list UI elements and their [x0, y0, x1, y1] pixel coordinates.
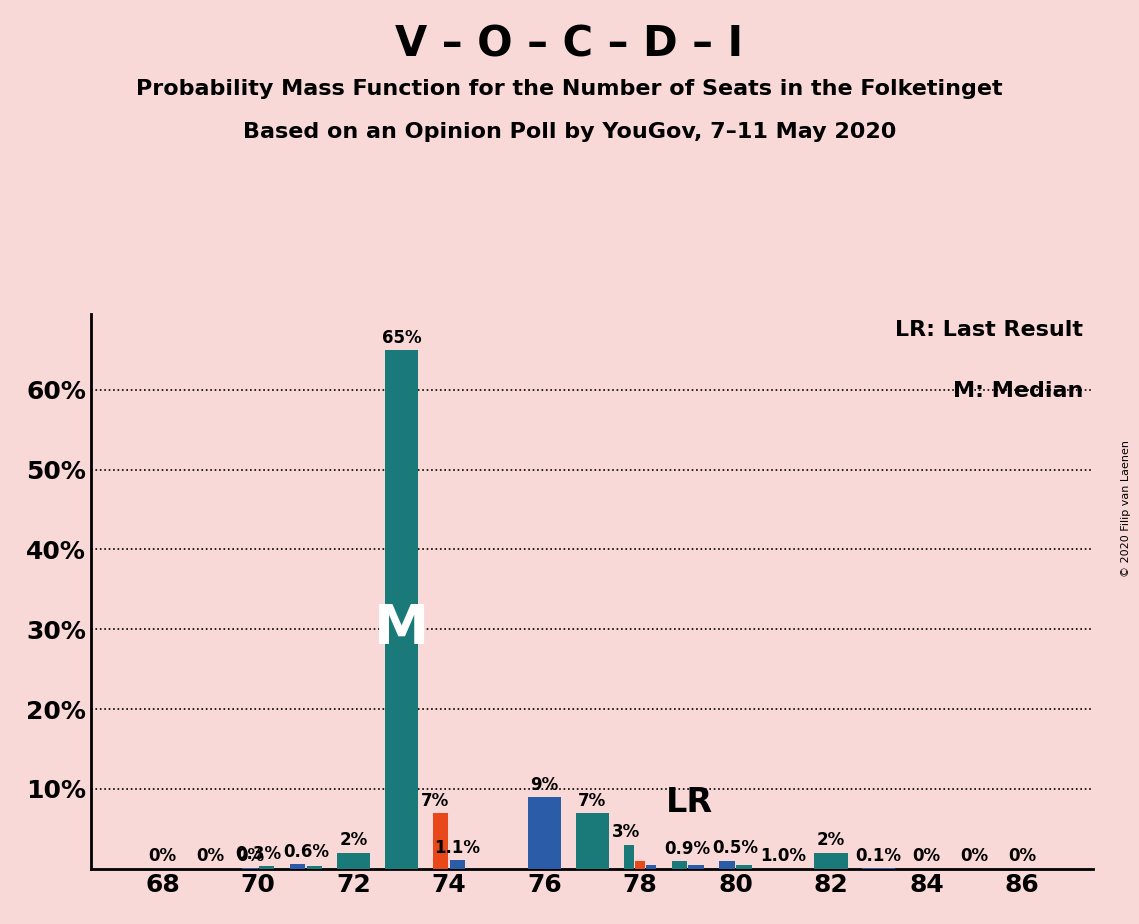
Bar — [720, 860, 735, 869]
Text: V – O – C – D – I: V – O – C – D – I — [395, 23, 744, 65]
Text: 7%: 7% — [579, 792, 606, 809]
Bar — [688, 865, 704, 869]
Text: 0.5%: 0.5% — [713, 839, 759, 857]
Bar — [306, 866, 322, 869]
Text: Based on an Opinion Poll by YouGov, 7–11 May 2020: Based on an Opinion Poll by YouGov, 7–11… — [243, 122, 896, 142]
Text: 0%: 0% — [236, 846, 264, 865]
Bar — [450, 860, 465, 869]
Text: 65%: 65% — [382, 329, 421, 346]
Text: 0%: 0% — [196, 847, 224, 866]
Bar — [646, 865, 656, 869]
Text: 0.3%: 0.3% — [235, 845, 281, 863]
Text: 7%: 7% — [420, 792, 449, 809]
Text: M: M — [374, 602, 429, 656]
Bar — [736, 865, 752, 869]
Bar — [259, 866, 274, 869]
Text: LR: LR — [666, 785, 713, 819]
Text: M: Median: M: Median — [953, 381, 1083, 401]
Text: 0.1%: 0.1% — [855, 846, 902, 865]
Text: 9%: 9% — [531, 775, 558, 794]
Bar — [337, 853, 370, 869]
Bar — [433, 813, 449, 869]
Bar — [624, 845, 634, 869]
Bar — [672, 861, 687, 869]
Text: 1.1%: 1.1% — [434, 839, 481, 857]
Text: 3%: 3% — [612, 823, 640, 842]
Text: 0%: 0% — [912, 847, 941, 866]
Text: 2%: 2% — [339, 832, 368, 849]
Text: 0%: 0% — [149, 847, 177, 866]
Text: 0.9%: 0.9% — [665, 840, 711, 858]
Bar — [385, 350, 418, 869]
Bar — [814, 853, 847, 869]
Text: Probability Mass Function for the Number of Seats in the Folketinget: Probability Mass Function for the Number… — [137, 79, 1002, 99]
Bar — [634, 861, 645, 869]
Text: 1.0%: 1.0% — [760, 847, 806, 866]
Text: 0%: 0% — [960, 847, 989, 866]
Bar — [575, 813, 609, 869]
Text: © 2020 Filip van Laenen: © 2020 Filip van Laenen — [1121, 440, 1131, 577]
Text: 0.6%: 0.6% — [282, 843, 329, 860]
Bar — [527, 796, 562, 869]
Text: 0%: 0% — [1008, 847, 1035, 866]
Text: LR: Last Result: LR: Last Result — [895, 320, 1083, 340]
Text: 2%: 2% — [817, 832, 845, 849]
Bar — [289, 864, 305, 869]
